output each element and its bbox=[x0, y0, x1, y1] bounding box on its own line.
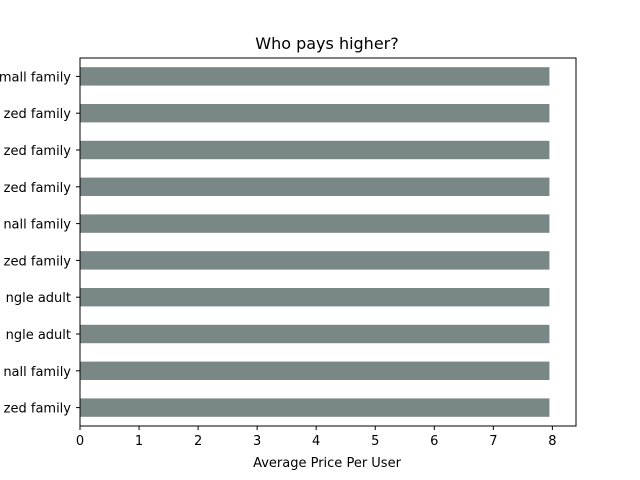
y-tick-label-6: ngle adult bbox=[6, 291, 71, 306]
x-axis-label: Average Price Per User bbox=[253, 456, 401, 471]
x-axis-ticks: 0 1 2 3 4 5 6 7 8 bbox=[76, 426, 557, 449]
bar-8 bbox=[80, 361, 550, 380]
y-tick-label-5: zed family bbox=[4, 254, 72, 269]
x-tick-label-6: 6 bbox=[430, 434, 438, 449]
bar-3 bbox=[80, 177, 550, 196]
bars-group bbox=[80, 67, 550, 417]
x-tick-label-7: 7 bbox=[489, 434, 497, 449]
y-tick-label-8: nall family bbox=[3, 365, 71, 380]
x-tick-label-2: 2 bbox=[194, 434, 202, 449]
y-tick-label-2: zed family bbox=[4, 144, 72, 159]
x-tick-label-0: 0 bbox=[76, 434, 84, 449]
plot-frame bbox=[79, 57, 577, 427]
bar-0 bbox=[80, 67, 550, 86]
bar-9 bbox=[80, 398, 550, 417]
y-tick-label-1: zed family bbox=[4, 107, 72, 122]
bar-4 bbox=[80, 214, 550, 233]
x-tick-label-1: 1 bbox=[135, 434, 143, 449]
x-tick-label-3: 3 bbox=[253, 434, 261, 449]
y-tick-label-7: ngle adult bbox=[6, 328, 71, 343]
bar-1 bbox=[80, 104, 550, 123]
y-tick-label-9: zed family bbox=[4, 402, 72, 417]
y-tick-label-4: nall family bbox=[3, 218, 71, 233]
bar-5 bbox=[80, 251, 550, 270]
bar-6 bbox=[80, 288, 550, 307]
bar-2 bbox=[80, 140, 550, 160]
y-tick-label-3: zed family bbox=[4, 181, 72, 196]
bar-7 bbox=[80, 324, 550, 344]
y-tick-label-0: mall family bbox=[0, 70, 71, 85]
chart-title: Who pays higher? bbox=[255, 34, 398, 53]
x-tick-label-8: 8 bbox=[548, 434, 556, 449]
x-tick-label-5: 5 bbox=[371, 434, 379, 449]
x-tick-label-4: 4 bbox=[312, 434, 320, 449]
y-axis-ticks: mall family zed family zed family zed famil… bbox=[0, 70, 80, 417]
